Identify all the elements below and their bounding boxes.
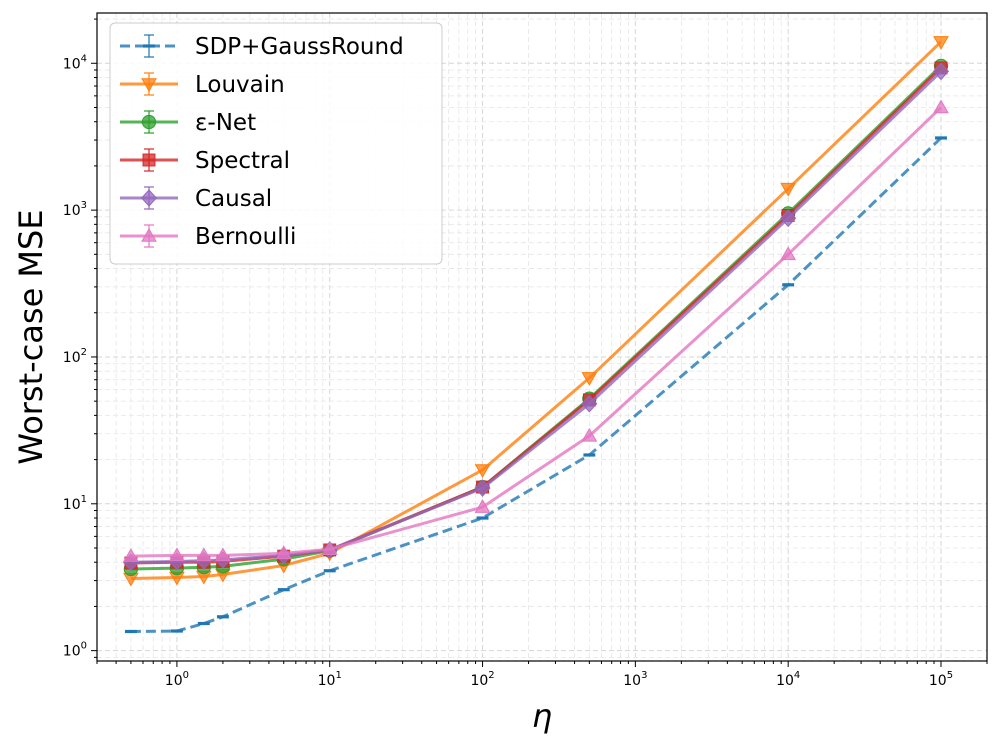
y-axis-title: Worst-case MSE	[12, 209, 50, 464]
legend: SDP+GaussRound Louvain ε-Net Spectral Causal…	[110, 23, 442, 264]
legend-label: Spectral	[195, 148, 290, 174]
chart-figure: 100 101 102 103 104 105100101102103104 η Wors…	[0, 0, 997, 746]
legend-label: ε-Net	[195, 110, 256, 136]
x-axis-title: η	[532, 697, 552, 735]
legend-label: Bernoulli	[195, 224, 296, 250]
legend-marker	[143, 154, 155, 166]
legend-label: SDP+GaussRound	[195, 34, 404, 60]
legend-label: Causal	[195, 186, 272, 212]
legend-marker	[142, 115, 155, 128]
legend-label: Louvain	[195, 72, 285, 98]
